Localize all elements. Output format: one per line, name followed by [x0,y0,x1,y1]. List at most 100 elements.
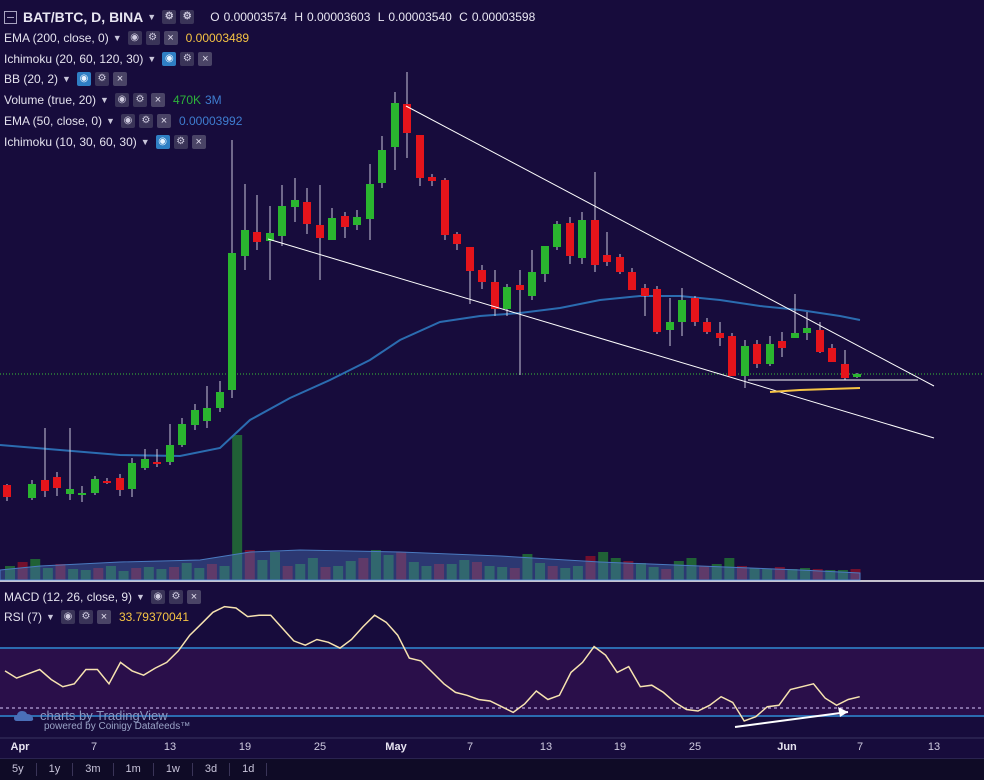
candle-body [816,330,824,352]
ichimoku1-legend: Ichimoku (20, 60, 120, 30) ▼ ◉ ⚙ × [4,50,216,68]
volume-bar [421,566,432,580]
eye-icon[interactable]: ◉ [120,114,135,128]
tradingview-watermark[interactable]: charts by TradingView powered by Coinigy… [14,708,190,732]
volume-bar [686,558,697,580]
volume-bar [295,564,306,580]
chevron-down-icon[interactable]: ▼ [106,116,115,126]
volume-bar [169,567,180,580]
eye-icon[interactable]: ◉ [114,93,129,107]
candle-body [553,224,561,247]
volume-bar [787,569,798,580]
close-icon[interactable]: × [112,72,127,86]
ema200-label[interactable]: EMA (200, close, 0) [4,31,109,45]
chevron-down-icon[interactable]: ▼ [62,74,71,84]
volume-bar [307,558,318,580]
candle-body [41,480,49,491]
x-axis-label: 19 [613,741,627,753]
settings-icon[interactable]: ⚙ [145,31,160,45]
volume-bar [105,566,116,580]
settings-icon[interactable]: ⚙ [132,93,147,107]
candle-body [78,493,86,495]
candle-body [828,348,836,362]
volume-legend: Volume (true, 20) ▼ ◉ ⚙ × 470K 3M [4,91,222,109]
ema50-value: 0.00003992 [178,114,243,128]
chevron-down-icon[interactable]: ▼ [147,12,157,22]
range-button-1m[interactable]: 1m [114,763,154,776]
symbol-title[interactable]: BAT/BTC, D, BINA [23,9,144,25]
ichimoku1-label[interactable]: Ichimoku (20, 60, 120, 30) [4,52,144,66]
eye-icon[interactable]: ◉ [76,72,91,86]
ichimoku2-label[interactable]: Ichimoku (10, 30, 60, 30) [4,135,137,149]
chevron-down-icon[interactable]: ▼ [140,137,150,147]
chevron-down-icon[interactable]: ▼ [46,612,55,622]
ema50-label[interactable]: EMA (50, close, 0) [4,114,103,128]
eye-icon[interactable]: ◉ [127,31,142,45]
eye-icon[interactable]: ◉ [60,610,75,624]
x-axis-label: 7 [90,741,98,753]
candle-body [616,257,624,272]
close-icon[interactable]: × [191,135,206,149]
candle-body [803,328,811,333]
volume-bars [5,435,861,580]
x-axis-label: 13 [927,741,941,753]
candle-body [91,479,99,493]
settings-icon[interactable]: ⚙ [180,52,195,66]
volume-bar [143,567,154,580]
candle-body [778,341,786,348]
candle-body [316,225,324,238]
settings-icon[interactable]: ⚙ [138,114,153,128]
candle-body [103,481,111,483]
settings-icon[interactable]: ⚙ [168,590,183,604]
volume-bar [774,567,785,580]
bb-label[interactable]: BB (20, 2) [4,72,59,86]
candle-body [441,180,449,235]
range-button-1d[interactable]: 1d [230,763,268,776]
settings-icon[interactable]: ⚙ [173,135,188,149]
range-button-1y[interactable]: 1y [37,763,74,776]
candle-body [428,177,436,181]
settings-icon[interactable]: ⚙ [94,72,109,86]
chevron-down-icon[interactable]: ▼ [147,54,157,64]
volume-bar [131,568,142,580]
chevron-down-icon[interactable]: ▼ [100,95,109,105]
close-icon[interactable]: × [186,590,201,604]
candle-body [728,336,736,376]
volume-bar [572,566,583,580]
candle-body [191,410,199,425]
ema200-legend: EMA (200, close, 0) ▼ ◉ ⚙ × 0.00003489 [4,29,249,47]
range-button-1w[interactable]: 1w [154,763,193,776]
candle-body [328,218,336,240]
eye-icon[interactable]: ◉ [155,135,170,149]
close-icon[interactable]: × [163,31,178,45]
close-icon[interactable]: × [156,114,171,128]
chevron-down-icon[interactable]: ▼ [112,33,122,43]
eye-icon[interactable]: ◉ [162,52,177,66]
candle-body [741,346,749,376]
volume-label[interactable]: Volume (true, 20) [4,93,97,107]
candle-body [66,489,74,494]
range-button-5y[interactable]: 5y [0,763,37,776]
rsi-label[interactable]: RSI (7) [4,610,43,624]
macd-label[interactable]: MACD (12, 26, close, 9) [4,590,133,604]
settings-icon[interactable]: ⚙ [162,10,177,24]
bb-legend: BB (20, 2) ▼ ◉ ⚙ × [4,70,131,88]
close-icon[interactable]: × [96,610,111,624]
volume-bar [17,562,28,580]
chevron-down-icon[interactable]: ▼ [136,592,145,602]
close-icon[interactable]: × [198,52,213,66]
settings-icon[interactable]: ⚙ [78,610,93,624]
watermark-main: charts by TradingView [40,708,168,723]
candle-body [516,285,524,290]
volume-bar [257,560,268,580]
volume-bar [232,435,243,580]
settings-icon[interactable]: ⚙ [180,10,195,24]
eye-icon[interactable]: ◉ [150,590,165,604]
range-button-3d[interactable]: 3d [193,763,231,776]
range-button-3m[interactable]: 3m [73,763,114,776]
candle-body [216,392,224,408]
close-icon[interactable]: × [150,93,165,107]
collapse-icon[interactable] [4,10,17,24]
x-axis-label: May [385,741,407,753]
volume-bar [93,568,104,580]
